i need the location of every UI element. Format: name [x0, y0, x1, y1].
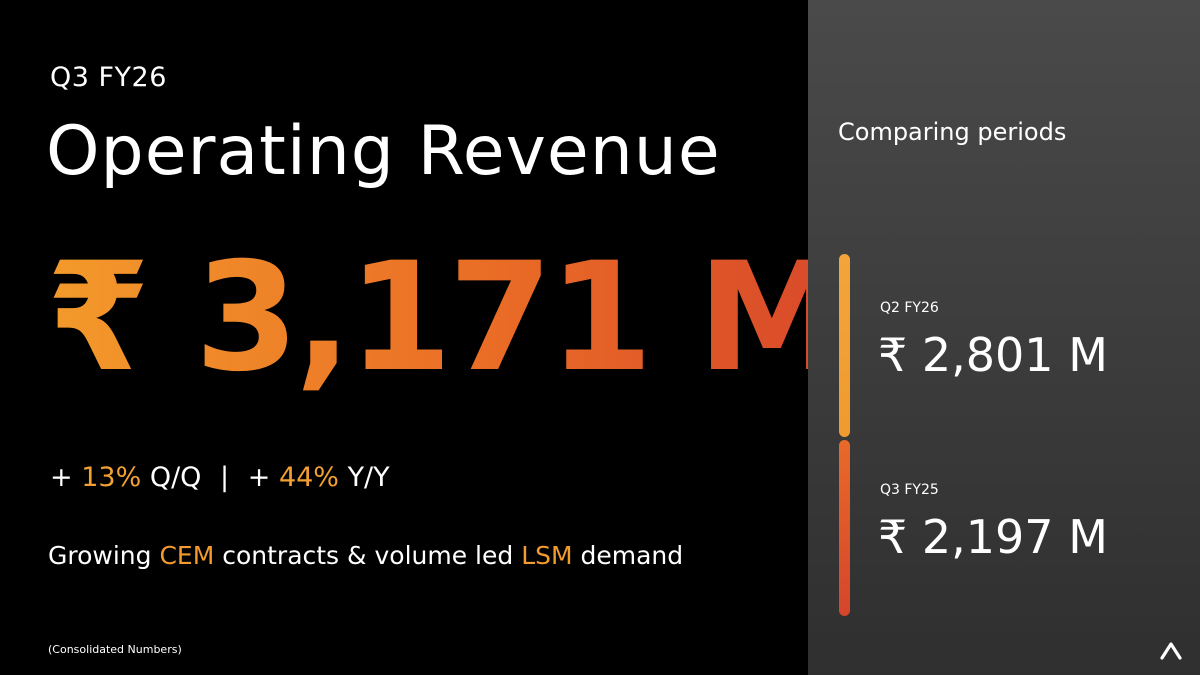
footnote: (Consolidated Numbers): [48, 643, 182, 656]
qoq-value: 13%: [81, 462, 142, 493]
comparison-value-q3-fy25: ₹ 2,197 M: [878, 510, 1108, 564]
yoy-label: Y/Y: [347, 462, 390, 493]
headline-revenue-value: ₹ 3,171 M: [46, 231, 847, 405]
growth-summary: + 13% Q/Q | + 44% Y/Y: [50, 462, 390, 493]
page-title: Operating Revenue: [46, 112, 721, 191]
comparison-label-q2-fy26: Q2 FY26: [880, 300, 939, 316]
comparison-value-q2-fy26: ₹ 2,801 M: [878, 328, 1108, 382]
comparison-title: Comparing periods: [838, 118, 1067, 146]
period-label: Q3 FY26: [50, 62, 167, 93]
comparison-bar-q3-prev: [839, 440, 850, 616]
comparison-label-q3-fy25: Q3 FY25: [880, 482, 939, 498]
qoq-prefix: +: [50, 462, 82, 493]
qoq-label: Q/Q: [149, 462, 202, 493]
driver-part-2: contracts & volume led: [214, 541, 522, 570]
driver-accent-lsm: LSM: [521, 541, 573, 570]
driver-part-3: demand: [572, 541, 684, 570]
growth-separator: |: [220, 462, 230, 493]
growth-driver-text: Growing CEM contracts & volume led LSM d…: [48, 541, 683, 570]
comparison-bar-q2: [839, 254, 850, 437]
driver-accent-cem: CEM: [159, 541, 215, 570]
caret-up-icon: [1160, 642, 1182, 660]
yoy-value: 44%: [278, 462, 339, 493]
yoy-prefix: +: [247, 462, 279, 493]
comparison-panel: Comparing periods Q2 FY26 ₹ 2,801 M Q3 F…: [808, 0, 1200, 675]
main-panel: Q3 FY26 Operating Revenue ₹ 3,171 M + 13…: [46, 62, 847, 656]
driver-part-1: Growing: [48, 541, 160, 570]
